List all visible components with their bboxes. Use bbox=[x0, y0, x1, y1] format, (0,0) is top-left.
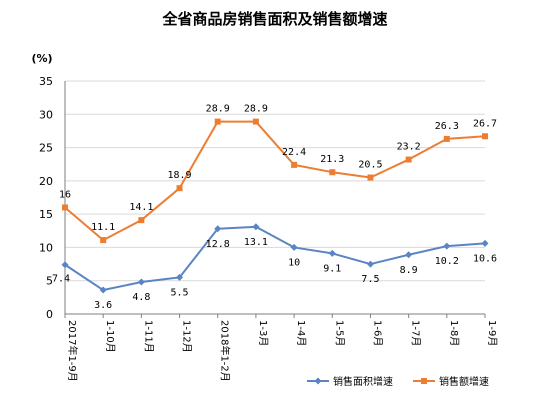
data-point bbox=[443, 242, 451, 250]
x-tick-label: 2017年1-9月 bbox=[66, 320, 79, 382]
data-point bbox=[328, 249, 336, 257]
data-point bbox=[443, 135, 450, 142]
legend-swatch-marker bbox=[421, 378, 427, 384]
y-tick-label: 10 bbox=[39, 241, 53, 254]
data-label: 23.2 bbox=[397, 142, 421, 153]
data-label: 9.1 bbox=[323, 263, 341, 274]
x-tick-label: 1-9月 bbox=[486, 320, 498, 346]
legend-label: 销售额增速 bbox=[439, 375, 489, 388]
y-tick-label: 30 bbox=[39, 108, 53, 121]
data-label: 18.9 bbox=[167, 170, 191, 181]
data-label: 7.5 bbox=[361, 274, 379, 285]
x-tick-label: 1-12月 bbox=[181, 320, 193, 353]
data-point bbox=[138, 217, 145, 224]
data-label: 7.4 bbox=[52, 274, 70, 285]
data-label: 10.6 bbox=[473, 253, 497, 264]
y-tick-label: 20 bbox=[39, 175, 53, 188]
data-point bbox=[214, 118, 221, 125]
x-tick-label: 1-7月 bbox=[410, 320, 422, 346]
data-label: 10.2 bbox=[435, 256, 459, 267]
data-point bbox=[61, 261, 69, 269]
data-point bbox=[481, 239, 489, 247]
data-label: 22.4 bbox=[282, 147, 306, 158]
x-tick-label: 2018年1-2月 bbox=[219, 320, 232, 382]
data-label: 8.9 bbox=[400, 265, 418, 276]
x-tick-label: 1-11月 bbox=[142, 320, 154, 353]
chart-title: 全省商品房销售面积及销售额增速 bbox=[161, 10, 387, 28]
y-axis-unit-label: (%) bbox=[31, 52, 52, 65]
axes: 0 5 10 15 20 25 30 35 2017年1-9月 1-10月 1-11月 1-12月 20… bbox=[39, 75, 498, 382]
data-point bbox=[367, 174, 374, 181]
x-tick-label: 1-3月 bbox=[257, 320, 269, 346]
data-point bbox=[99, 286, 107, 294]
data-point bbox=[252, 223, 260, 231]
data-label: 5.5 bbox=[171, 287, 189, 298]
data-point bbox=[482, 133, 488, 140]
y-tick-label: 5 bbox=[46, 275, 53, 288]
data-label: 4.8 bbox=[132, 292, 150, 303]
data-point bbox=[214, 225, 222, 233]
data-point bbox=[176, 273, 184, 281]
data-point bbox=[176, 185, 183, 192]
x-tick-label: 1-6月 bbox=[371, 320, 383, 346]
data-label: 20.5 bbox=[358, 160, 382, 171]
data-label: 26.7 bbox=[473, 118, 497, 129]
data-label: 10 bbox=[288, 257, 300, 268]
data-point bbox=[329, 169, 336, 176]
data-label: 26.3 bbox=[435, 121, 459, 132]
x-tick-label: 1-4月 bbox=[295, 320, 307, 346]
x-tick-label: 1-8月 bbox=[448, 320, 460, 346]
data-point bbox=[62, 204, 68, 211]
legend: 销售面积增速 销售额增速 bbox=[307, 375, 489, 388]
y-tick-label: 0 bbox=[46, 308, 53, 321]
data-point bbox=[252, 118, 259, 125]
data-label: 28.9 bbox=[244, 104, 268, 115]
x-tick-label: 1-10月 bbox=[104, 320, 116, 353]
data-label: 11.1 bbox=[91, 222, 115, 233]
legend-label: 销售面积增速 bbox=[333, 375, 393, 388]
data-point bbox=[290, 243, 298, 251]
data-label: 12.8 bbox=[206, 239, 230, 250]
data-point bbox=[405, 156, 412, 163]
data-point bbox=[137, 278, 145, 286]
data-label: 14.1 bbox=[129, 202, 153, 213]
data-point bbox=[100, 237, 107, 244]
data-label: 28.9 bbox=[206, 104, 230, 115]
y-tick-label: 35 bbox=[39, 75, 53, 88]
data-labels: 7.4 3.6 4.8 5.5 12.8 13.1 10 9.1 7.5 8.9 10.2 10.6 1… bbox=[52, 104, 497, 311]
y-tick-label: 15 bbox=[39, 208, 53, 221]
x-tick-label: 1-5月 bbox=[333, 320, 345, 346]
legend-swatch-marker bbox=[314, 377, 322, 385]
data-point bbox=[291, 161, 298, 168]
data-point bbox=[405, 251, 413, 259]
y-tick-label: 25 bbox=[39, 142, 53, 155]
series-layer bbox=[61, 118, 489, 294]
series-line bbox=[64, 225, 486, 292]
data-point bbox=[366, 260, 374, 268]
data-label: 3.6 bbox=[94, 300, 112, 311]
data-label: 16 bbox=[59, 189, 71, 200]
series-line bbox=[64, 120, 486, 242]
grid-lines bbox=[65, 80, 485, 282]
data-label: 13.1 bbox=[244, 237, 268, 248]
data-label: 21.3 bbox=[320, 154, 344, 165]
